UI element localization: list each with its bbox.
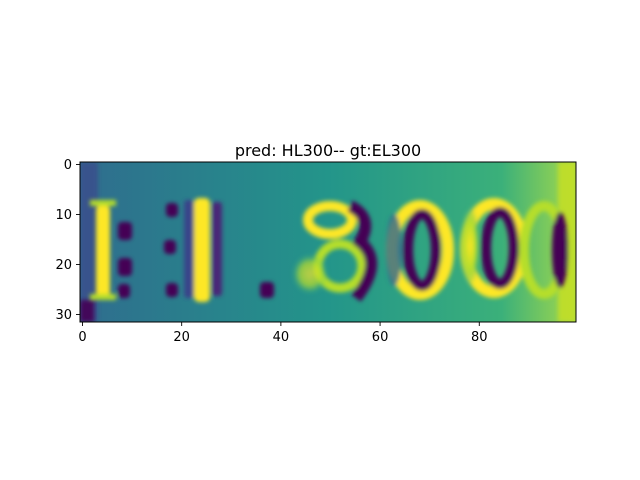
y-tick-label: 30 [55, 308, 72, 323]
x-axis: 0 20 40 60 80 [78, 322, 488, 345]
y-tick-label: 10 [55, 208, 72, 223]
axes-frame [79, 161, 577, 323]
x-tick-label: 40 [273, 330, 290, 345]
chart-title: pred: HL300-- gt:EL300 [235, 141, 421, 160]
y-tick-label: 20 [55, 258, 72, 273]
x-tick-label: 60 [372, 330, 389, 345]
y-tick-label: 0 [64, 158, 72, 173]
heatmap-image [80, 162, 576, 322]
x-tick-label: 0 [78, 330, 86, 345]
x-tick-label: 20 [173, 330, 190, 345]
y-axis: 0 10 20 30 [55, 158, 80, 323]
x-tick-label: 80 [471, 330, 488, 345]
